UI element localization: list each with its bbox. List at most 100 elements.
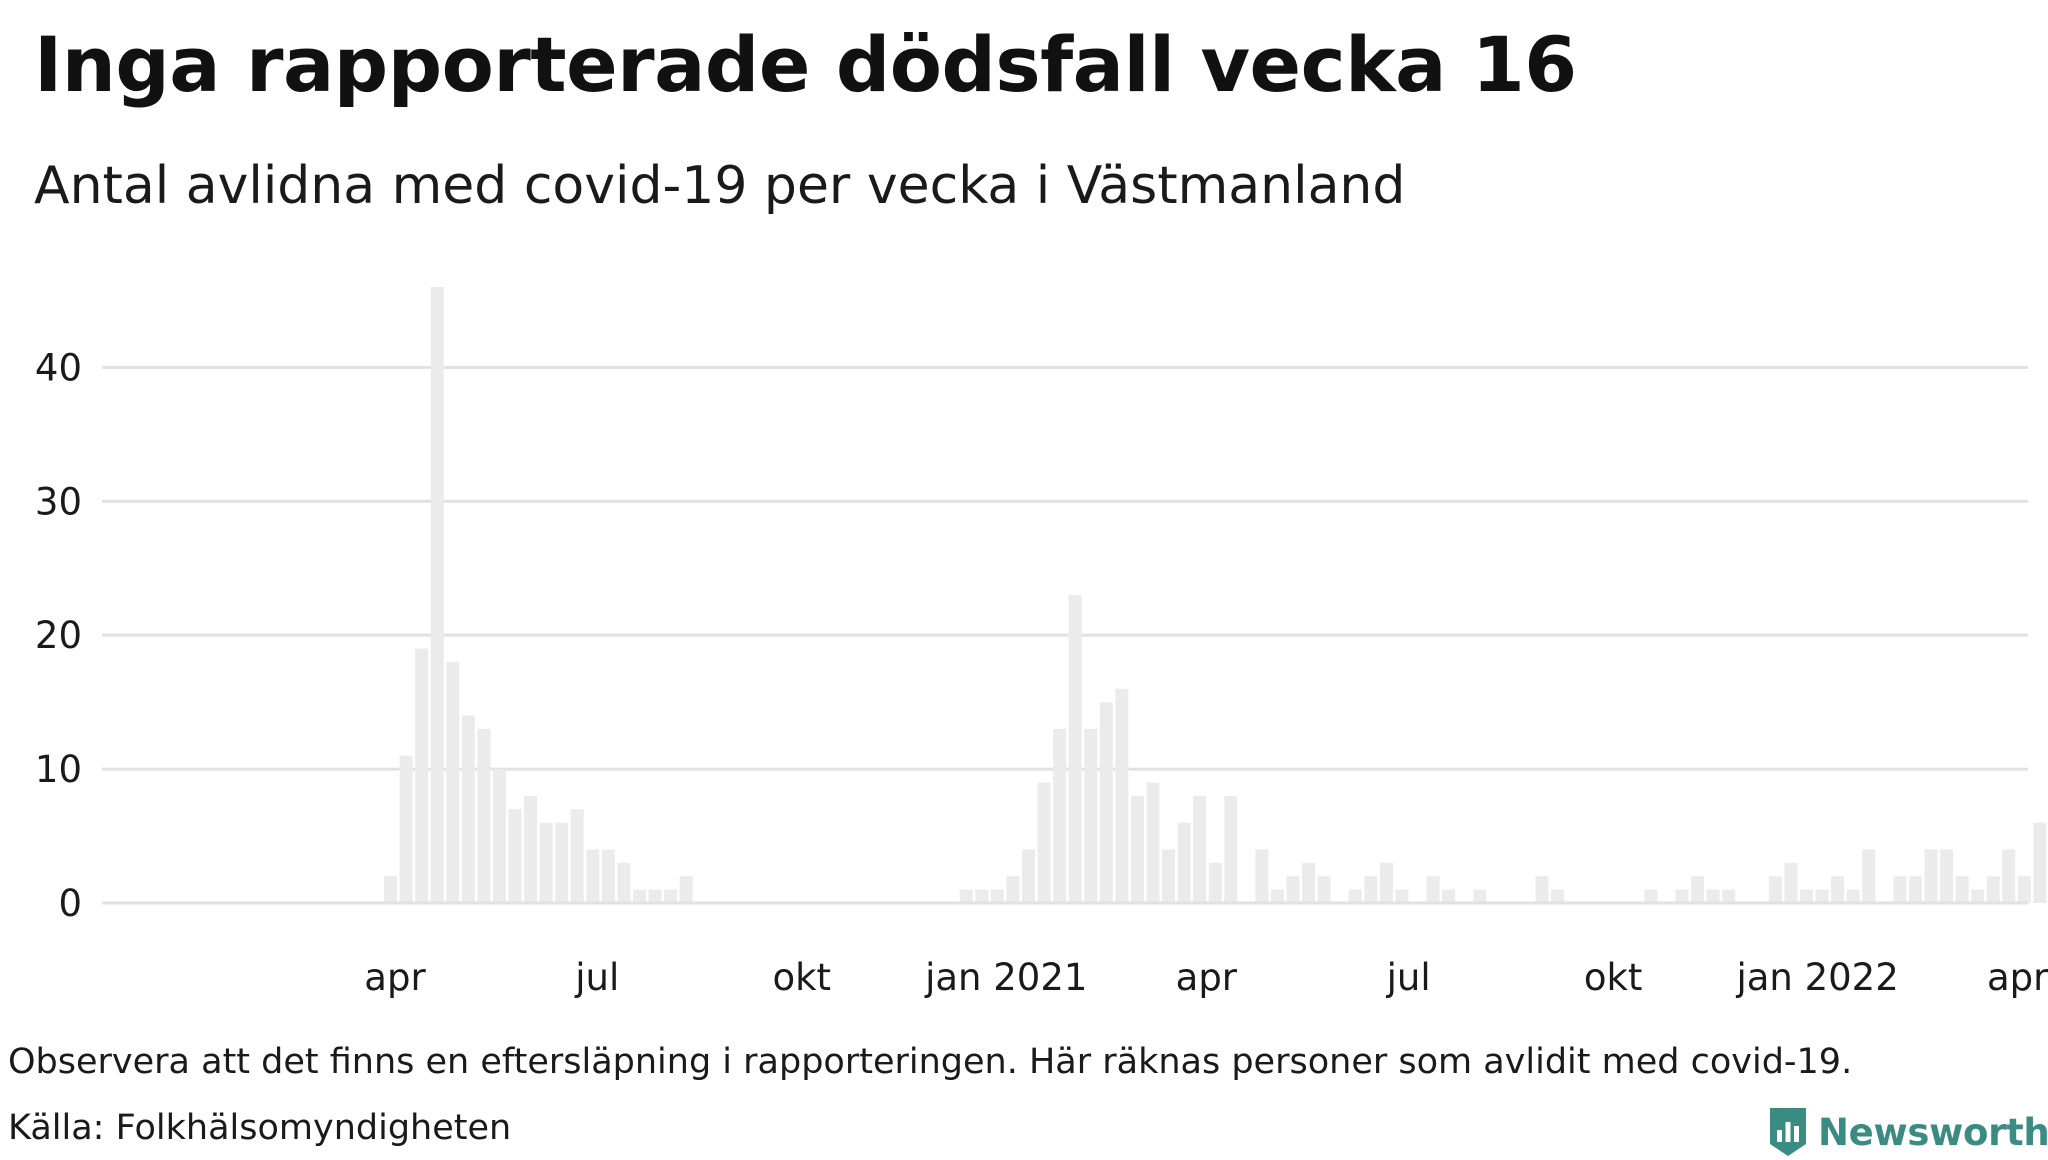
bar [990, 889, 1004, 903]
bar [601, 849, 615, 903]
bar [1426, 876, 1440, 903]
bar [1302, 862, 1316, 903]
bar [617, 862, 631, 903]
bar [1473, 889, 1487, 903]
bar [1084, 728, 1098, 903]
bar [959, 889, 973, 903]
y-tick-label: 30 [35, 480, 82, 523]
bar [1800, 889, 1813, 903]
bar [1255, 849, 1269, 903]
x-tick-label: jul [574, 956, 619, 999]
bar [1068, 595, 1082, 903]
bar [1270, 889, 1284, 903]
bar [524, 795, 538, 903]
bar [1115, 688, 1129, 903]
bar [539, 822, 553, 903]
bar [1706, 889, 1720, 903]
bar [1177, 822, 1191, 903]
bar [1908, 876, 1922, 903]
bar [1768, 876, 1782, 903]
bar [477, 728, 491, 903]
bar [1971, 889, 1985, 903]
x-axis-ticks: apr jul okt jan 2021 apr jul okt jan 2022 apr [364, 956, 2048, 999]
x-tick-label: okt [772, 956, 831, 999]
bar [1442, 889, 1456, 903]
bar [430, 287, 444, 903]
bar [1286, 876, 1300, 903]
bar [1162, 849, 1176, 903]
bar [1862, 849, 1876, 903]
x-tick-label: jan 2021 [924, 956, 1087, 999]
bar [1224, 795, 1238, 903]
bar-chart: 0 10 20 30 40 apr jul okt jan 2021 apr jul okt jan … [35, 287, 2048, 999]
y-tick-label: 10 [35, 748, 82, 791]
bar [2017, 876, 2031, 903]
bar [1208, 862, 1222, 903]
bar [1551, 889, 1565, 903]
y-axis-ticks: 0 10 20 30 40 [35, 346, 82, 925]
chart-title: Inga rapporterade dödsfall vecka 16 [34, 20, 1577, 109]
bar [399, 755, 413, 903]
bar [508, 809, 522, 903]
bar [415, 648, 429, 903]
bar [1955, 876, 1969, 903]
y-tick-label: 20 [35, 614, 82, 657]
bar [570, 809, 584, 903]
bar [2002, 849, 2016, 903]
bar [555, 822, 569, 903]
bar [1675, 889, 1689, 903]
bar [1846, 889, 1860, 903]
bar [1130, 795, 1144, 903]
bar [1722, 889, 1736, 903]
bars [384, 287, 2047, 903]
x-tick-label: jan 2022 [1735, 956, 1898, 999]
bar [1986, 876, 2000, 903]
bar [1644, 889, 1658, 903]
bar [1784, 862, 1798, 903]
bar [586, 849, 600, 903]
bar [1317, 876, 1331, 903]
bar [1348, 889, 1362, 903]
bar [664, 889, 678, 903]
bar [1691, 876, 1705, 903]
bar [1940, 849, 1954, 903]
bar [1053, 728, 1067, 903]
x-tick-label: apr [364, 956, 426, 999]
bar [1193, 795, 1207, 903]
footnote: Observera att det finns en eftersläpning… [8, 1042, 1853, 1082]
bar [975, 889, 989, 903]
bar [1924, 849, 1938, 903]
bar [1022, 849, 1035, 903]
x-tick-label: apr [1987, 956, 2048, 999]
gridlines [102, 365, 2028, 771]
bar [1831, 876, 1845, 903]
y-tick-label: 40 [35, 346, 82, 389]
bar [1395, 889, 1409, 903]
source-credit: Källa: Folkhälsomyndigheten [8, 1108, 512, 1148]
bar [1535, 876, 1549, 903]
bar [446, 661, 460, 903]
bar [1099, 702, 1113, 903]
bar [1379, 862, 1393, 903]
x-tick-label: apr [1176, 956, 1238, 999]
bar [1037, 782, 1051, 903]
x-tick-label: okt [1584, 956, 1643, 999]
y-tick-label: 0 [58, 882, 82, 925]
bar [384, 876, 398, 903]
bar [492, 769, 506, 903]
chart-subtitle: Antal avlidna med covid-19 per vecka i V… [34, 156, 1406, 216]
bar [1893, 876, 1907, 903]
bar [2033, 822, 2047, 903]
bar [1146, 782, 1160, 903]
brand-name: Newsworthy [1818, 1110, 2048, 1154]
bar [1006, 876, 1020, 903]
bar [461, 715, 475, 903]
bar [679, 876, 693, 903]
bar [648, 889, 662, 903]
newsworthy-logo: Newsworthy [1766, 1104, 2048, 1160]
x-tick-label: jul [1386, 956, 1431, 999]
bar [1815, 889, 1829, 903]
bar [1364, 876, 1378, 903]
bar [633, 889, 646, 903]
newsworthy-logo-icon [1770, 1108, 1806, 1156]
